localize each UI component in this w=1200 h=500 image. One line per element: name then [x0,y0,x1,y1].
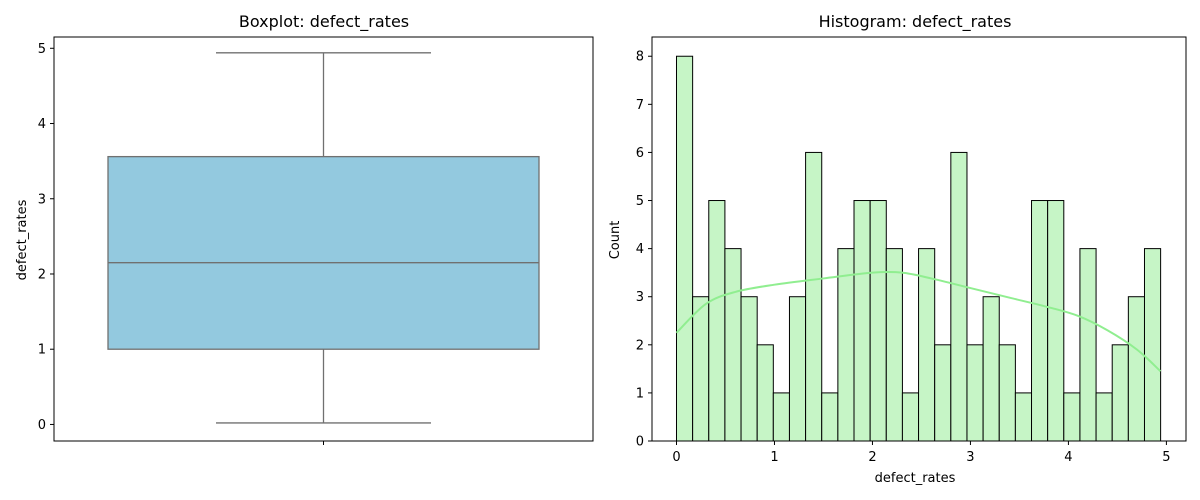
boxplot-y-tick-label: 1 [38,343,46,358]
histogram-bar [724,248,742,442]
histogram-bar [756,344,774,442]
boxplot-axes-frame [53,36,594,442]
boxplot-y-tick-label: 2 [38,267,46,282]
boxplot-panel: Boxplot: defect_rates defect_rates 0 1 2 3 4… [15,12,594,445]
histogram-bar [966,344,984,442]
histogram-bar [1031,200,1049,442]
histogram-bar [1095,392,1113,442]
histogram-bar [837,248,855,442]
histogram-bars [675,55,1162,442]
histogram-x-tick-label: 2 [868,450,876,465]
histogram-bar [1063,392,1081,442]
histogram-bar [934,344,952,442]
histogram-x-tick-label: 0 [672,450,680,465]
boxplot-y-tick-label: 5 [38,42,46,57]
histogram-kde-line [675,270,1162,372]
histogram-y-tick-label: 6 [636,146,644,161]
histogram-y-tick-label: 2 [636,338,644,353]
histogram-title: Histogram: defect_rates [819,12,1012,32]
histogram-bar [950,151,968,442]
histogram-kde [675,270,1162,372]
histogram-bar [805,151,823,442]
histogram-y-axis-label: Count [608,221,623,260]
histogram-bar [708,200,726,442]
histogram-x-tick-label: 3 [966,450,974,465]
boxplot-y-tick-label: 3 [38,192,46,207]
histogram-y-tick-label: 7 [636,98,644,113]
histogram-bar [1127,296,1145,442]
histogram-y-tick-label: 5 [636,194,644,209]
histogram-y-tick-label: 3 [636,290,644,305]
histogram-axes-frame [651,36,1187,442]
histogram-x-tick-label: 4 [1064,450,1072,465]
histogram-bar [1079,248,1097,442]
boxplot-marks [107,52,540,424]
boxplot-box [107,155,540,350]
boxplot-y-tick-label: 0 [38,418,46,433]
histogram-bar [740,296,758,442]
histogram-bar [1014,392,1033,442]
histogram-y-tick-label: 4 [636,242,644,257]
histogram-bar [1111,344,1129,442]
histogram-x-tick-label: 1 [770,450,778,465]
histogram-bar [998,344,1016,442]
boxplot-y-axis-label: defect_rates [15,199,30,280]
histogram-y-tick-label: 1 [636,386,644,401]
histogram-bar [901,392,920,442]
histogram-bar [869,200,887,442]
histogram-bar [772,392,790,442]
histogram-y-tick-label: 0 [636,435,644,450]
histogram-panel: Histogram: defect_rates Count defect_rat… [608,12,1187,486]
histogram-bar [982,296,1000,442]
histogram-bar [1143,248,1162,442]
boxplot-title: Boxplot: defect_rates [239,12,409,32]
histogram-bar [853,200,871,442]
boxplot-y-tick-label: 4 [38,117,46,132]
histogram-bar [692,296,710,442]
boxplot-y-ticks: 0 1 2 3 4 5 [38,42,54,433]
histogram-y-tick-label: 8 [636,50,644,65]
histogram-bar [821,392,839,442]
histogram-y-ticks: 0 1 2 3 4 5 6 7 8 [636,50,652,450]
histogram-bar [675,55,694,442]
histogram-x-tick-label: 5 [1162,450,1170,465]
histogram-x-axis-label: defect_rates [875,471,956,486]
histogram-x-ticks: 0 1 2 3 4 5 [672,441,1171,465]
histogram-bar [885,248,903,442]
histogram-bar [788,296,807,442]
histogram-bar [1047,200,1065,442]
